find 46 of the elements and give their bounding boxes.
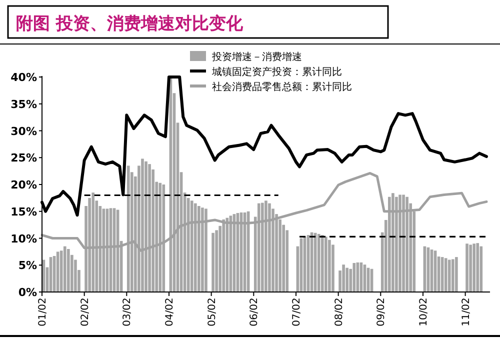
x-tick-label: 09/02 [376, 298, 388, 326]
x-tick-label: 10/02 [418, 298, 430, 326]
bar [215, 230, 218, 292]
bar [320, 235, 324, 292]
x-tick-label: 03/02 [122, 298, 134, 326]
bar [476, 243, 480, 292]
bar [472, 244, 476, 292]
title: 附图 投资、消费增速对比变化 [7, 5, 389, 39]
y-tick-label: 25% [10, 152, 37, 165]
y-tick-label: 30% [10, 124, 37, 138]
bar [480, 246, 483, 292]
x-tick-label: 04/02 [164, 298, 176, 326]
legend-label: 投资增速－消费增速 [211, 51, 302, 63]
y-tick-label: 20% [10, 178, 37, 192]
bar [466, 244, 468, 292]
bar [444, 258, 448, 292]
bar [60, 250, 63, 292]
bar [451, 259, 454, 292]
x-tick-label: 01/02 [38, 298, 48, 326]
legend-label: 城镇固定资产投资：累计同比 [211, 66, 342, 78]
x-tick-label: 06/02 [249, 298, 260, 326]
y-tick-label: 10% [10, 232, 37, 246]
x-tick-label: 05/02 [206, 298, 218, 326]
bar [455, 257, 458, 292]
bar [342, 264, 345, 292]
bar [352, 262, 356, 292]
bar [346, 268, 348, 292]
x-tick-label: 08/02 [334, 298, 345, 326]
x-tick-label: 11/02 [460, 298, 472, 326]
y-tick-label: 40% [10, 71, 37, 84]
bar [448, 260, 451, 292]
y-tick-label: 5% [18, 259, 37, 272]
y-tick-label: 0% [18, 286, 37, 299]
bar [63, 246, 66, 292]
y-tick-label: 15% [10, 205, 37, 218]
bar [66, 249, 70, 292]
x-tick-label: 02/02 [80, 298, 91, 326]
bar [328, 240, 331, 292]
y-tick-label: 35% [10, 98, 37, 111]
chart-title: 附图 投资、消费增速对比变化 [16, 14, 244, 34]
bar [469, 244, 472, 292]
bar [212, 232, 214, 292]
x-tick-label: 07/02 [291, 298, 302, 326]
bar [324, 236, 328, 292]
bar [317, 234, 320, 292]
legend-label: 社会消费品零售总额：累计同比 [212, 81, 352, 93]
